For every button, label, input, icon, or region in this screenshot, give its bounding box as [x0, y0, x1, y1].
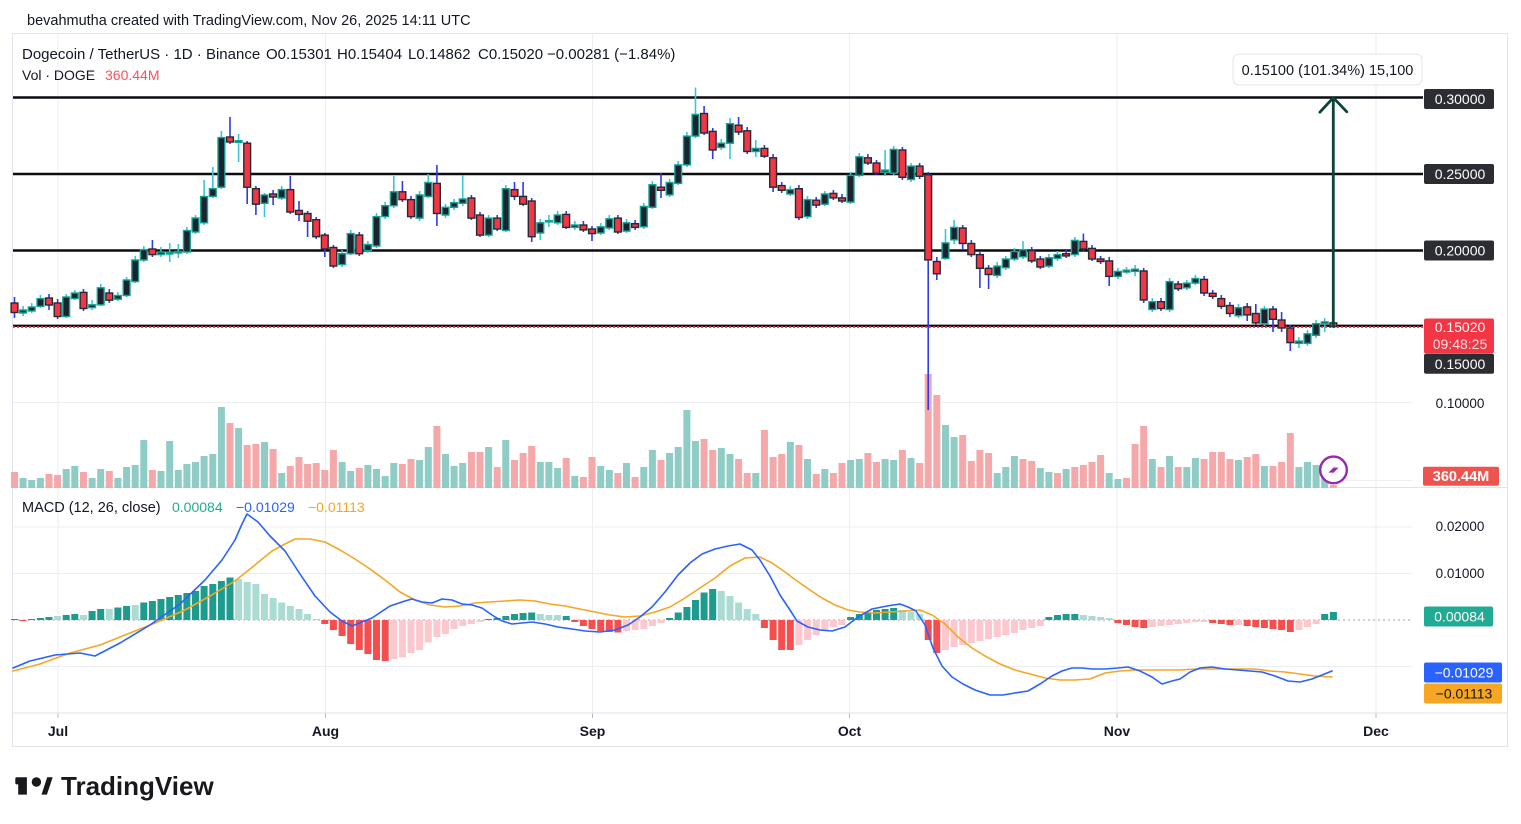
svg-text:bevahmutha created with Tradin: bevahmutha created with TradingView.com,… — [27, 13, 471, 29]
svg-text:0.02000: 0.02000 — [1436, 519, 1485, 534]
svg-text:Aug: Aug — [312, 723, 339, 739]
svg-text:Sep: Sep — [580, 723, 606, 739]
svg-text:−0.01029: −0.01029 — [236, 499, 295, 515]
svg-text:Dogecoin / TetherUS · 1D · Bin: Dogecoin / TetherUS · 1D · Binance — [22, 46, 260, 63]
svg-text:360.44M: 360.44M — [105, 67, 159, 83]
svg-text:MACD (12, 26, close): MACD (12, 26, close) — [22, 500, 161, 516]
svg-text:−0.01029: −0.01029 — [1435, 665, 1494, 681]
svg-text:L0.14862: L0.14862 — [408, 46, 471, 63]
svg-text:−0.01113: −0.01113 — [1436, 686, 1493, 702]
svg-text:TradingView: TradingView — [61, 771, 214, 801]
svg-text:0.15100 (101.34%) 15,100: 0.15100 (101.34%) 15,100 — [1242, 63, 1414, 79]
svg-text:0.15020: 0.15020 — [1435, 319, 1486, 335]
svg-text:0.10000: 0.10000 — [1436, 396, 1485, 411]
svg-text:Oct: Oct — [838, 723, 862, 739]
svg-text:H0.15404: H0.15404 — [337, 46, 402, 63]
svg-text:0.25000: 0.25000 — [1435, 166, 1486, 182]
svg-text:−0.00281 (−1.84%): −0.00281 (−1.84%) — [547, 46, 675, 63]
svg-text:0.01000: 0.01000 — [1436, 566, 1485, 581]
svg-text:Vol · DOGE: Vol · DOGE — [22, 67, 95, 83]
svg-text:Dec: Dec — [1363, 723, 1389, 739]
svg-text:Jul: Jul — [48, 723, 68, 739]
svg-text:C0.15020: C0.15020 — [478, 46, 543, 63]
svg-text:O0.15301: O0.15301 — [266, 46, 332, 63]
svg-text:0.00084: 0.00084 — [1434, 609, 1485, 625]
svg-text:Nov: Nov — [1104, 723, 1131, 739]
svg-text:360.44M: 360.44M — [1433, 469, 1489, 485]
svg-text:0.00084: 0.00084 — [172, 499, 223, 515]
svg-text:09:48:25: 09:48:25 — [1433, 336, 1488, 352]
svg-text:0.30000: 0.30000 — [1435, 91, 1486, 107]
svg-text:−0.01113: −0.01113 — [308, 499, 365, 515]
svg-text:0.20000: 0.20000 — [1435, 243, 1486, 259]
svg-text:0.15000: 0.15000 — [1435, 356, 1486, 372]
